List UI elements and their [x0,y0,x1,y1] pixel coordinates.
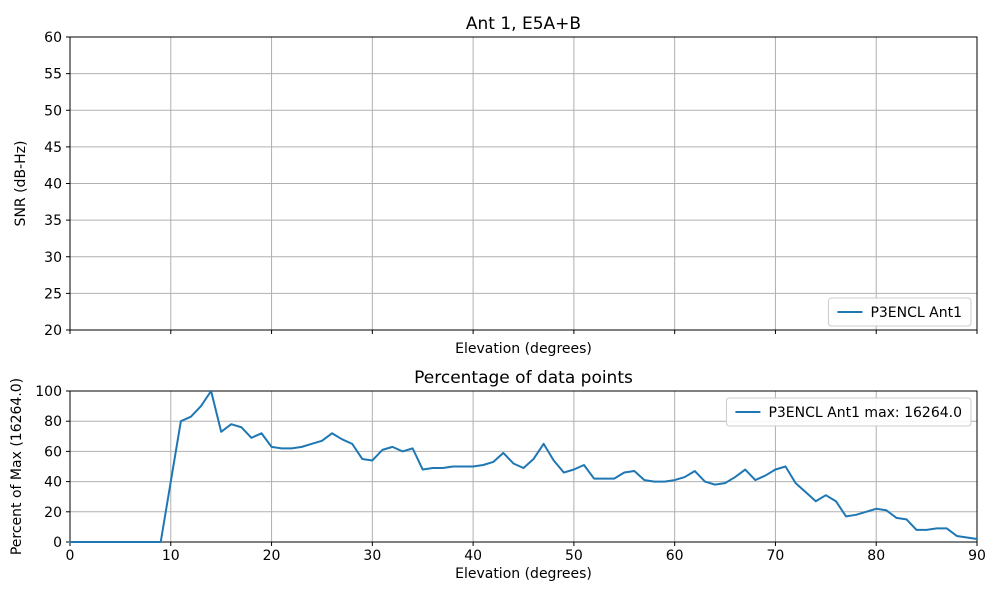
legend-frame [725,397,972,427]
x-tick-label: 60 [666,548,684,564]
x-tick-label: 10 [162,548,180,564]
snr-chart-xlabel: Elevation (degrees) [455,341,592,357]
percentage-chart-xlabel: Elevation (degrees) [455,566,592,582]
series-line [69,390,978,543]
x-tick-label: 40 [464,548,482,564]
x-tick-label: 0 [66,548,75,564]
snr-chart-ylabel: SNR (dB-Hz) [13,141,29,227]
percentage-chart-title: Percentage of data points [414,368,633,388]
x-tick-label: 50 [565,548,583,564]
y-tick-label: 35 [44,213,62,229]
y-tick-label: 45 [44,140,62,156]
legend-label: P3ENCL Ant1 max: 16264.0 [768,405,962,421]
y-tick-label: 30 [44,250,62,266]
y-tick-label: 60 [44,444,62,460]
x-tick-label: 30 [363,548,381,564]
y-tick-label: 40 [44,475,62,491]
x-tick-label: 70 [767,548,785,564]
legend-frame [827,297,972,327]
x-tick-label: 20 [263,548,281,564]
y-tick-label: 20 [44,505,62,521]
axes-spines [69,390,978,543]
y-tick-label: 100 [35,384,62,400]
y-tick-label: 55 [44,67,62,83]
x-tick-label: 80 [867,548,885,564]
legend-label: P3ENCL Ant1 [870,305,962,321]
legend: P3ENCL Ant1 [827,297,972,327]
y-tick-label: 40 [44,177,62,193]
y-tick-label: 25 [44,286,62,302]
snr-chart-title: Ant 1, E5A+B [466,14,581,34]
y-tick-label: 80 [44,414,62,430]
y-tick-label: 0 [53,535,62,551]
snr-chart: 20 25 30 35 40 45 50 55 60 P3ENCL Ant1 Ant 1, E5A… [13,14,978,357]
y-tick-label: 60 [44,30,62,46]
percentage-chart-ylabel: Percent of Max (16264.0) [9,378,25,555]
legend: P3ENCL Ant1 max: 16264.0 [725,397,972,427]
y-tick-label: 20 [44,323,62,339]
y-tick-label: 50 [44,103,62,119]
x-tick-label: 90 [968,548,986,564]
percentage-chart: 0 10 20 30 40 50 60 70 80 90 0 20 40 60 80 100 P3ENCL An… [9,368,986,582]
